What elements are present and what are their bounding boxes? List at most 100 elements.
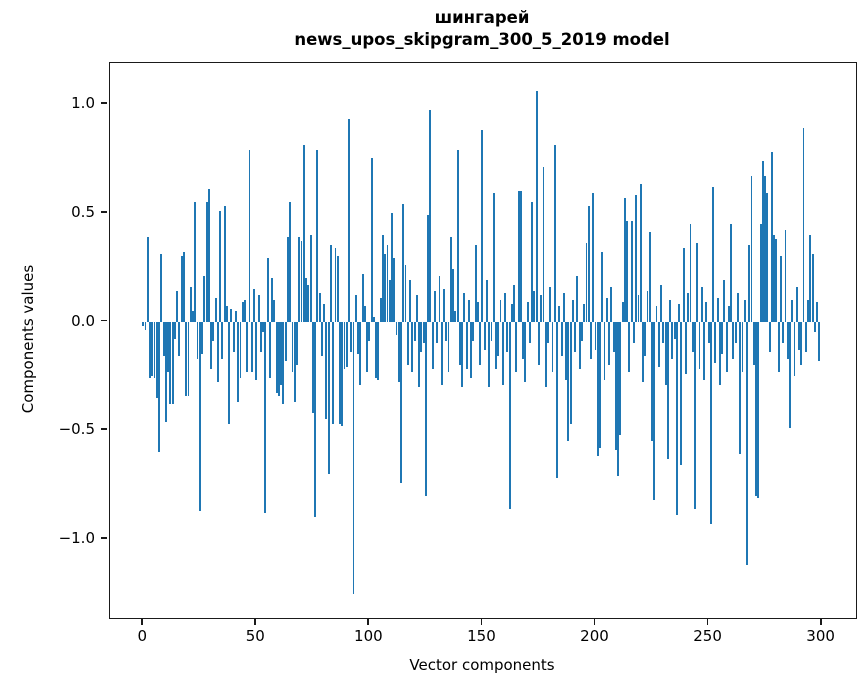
bar [483,321,486,350]
bar [388,280,391,322]
bar [456,149,459,322]
bar [230,308,233,322]
bar [406,321,409,366]
bar [605,297,608,322]
bar [675,321,678,516]
bar [632,321,635,344]
bar [151,321,154,376]
chart-title-line1: шингарей [434,8,530,27]
bar [567,321,570,442]
bar [707,321,710,344]
bar [359,321,362,385]
bar [526,301,529,322]
bar [298,236,301,322]
bar [203,275,206,322]
bar [635,195,638,322]
bar [363,306,366,322]
bar [786,321,789,359]
bar [714,321,717,363]
bar [318,293,321,322]
bar [739,321,742,455]
chart-title-line2: news_upos_skipgram_300_5_2019 model [294,29,670,49]
bar [225,306,228,322]
bar [698,321,701,370]
bar [596,321,599,457]
bar [402,204,405,322]
bar [323,304,326,322]
bar [746,321,748,566]
x-tick-label: 250 [693,627,722,645]
bar [734,321,737,344]
bar [544,321,547,387]
x-tick-label: 0 [137,627,148,645]
bar [725,321,728,372]
y-tick-mark [101,210,108,213]
bar [465,321,468,370]
bar [743,299,746,322]
bar [201,321,203,355]
bar [334,247,337,322]
bar [262,321,265,333]
bar [599,321,601,448]
bar [375,321,378,379]
bar [311,321,314,413]
bar [513,284,516,322]
bar [253,288,255,322]
bar [802,127,805,322]
bar [639,184,642,322]
bar [415,295,418,322]
bar [515,321,518,372]
bar [307,284,310,322]
bar [153,321,156,379]
bar [587,206,590,322]
x-tick-label: 50 [245,627,265,645]
bar [553,145,556,322]
bar [791,299,794,322]
bar [696,243,699,322]
bar [721,321,724,355]
x-tick-mark [141,619,144,625]
bar [777,321,780,372]
bar [422,321,425,344]
bar [332,321,335,424]
bar [680,321,683,466]
bar [705,301,708,322]
bar [361,273,364,322]
bar [644,321,647,357]
bar [162,321,165,357]
bar [660,284,663,322]
bar [655,306,658,322]
bar [341,321,344,427]
bar [185,321,188,396]
bar [379,297,382,322]
bar [178,321,181,357]
bar [377,321,380,381]
bar [662,321,665,344]
bar [610,286,613,322]
bar [766,193,769,322]
bar [574,321,577,353]
bar [149,321,151,379]
bar [628,321,631,372]
bar [232,321,235,353]
bar [470,321,473,379]
bar [372,317,375,322]
bar [431,321,434,370]
bar [381,234,384,322]
bar [198,321,201,511]
bar [727,306,730,322]
bar [495,321,497,370]
bar [400,321,402,483]
bar [411,321,414,372]
bar [443,288,445,322]
bar [219,210,222,322]
bar [447,321,450,372]
x-tick-label: 150 [467,627,496,645]
bar [339,321,341,424]
bar [569,321,572,424]
bar [703,321,705,381]
y-tick-label: 0.0 [71,311,95,330]
bar [284,321,287,361]
bar [474,245,477,322]
bar [730,223,733,322]
